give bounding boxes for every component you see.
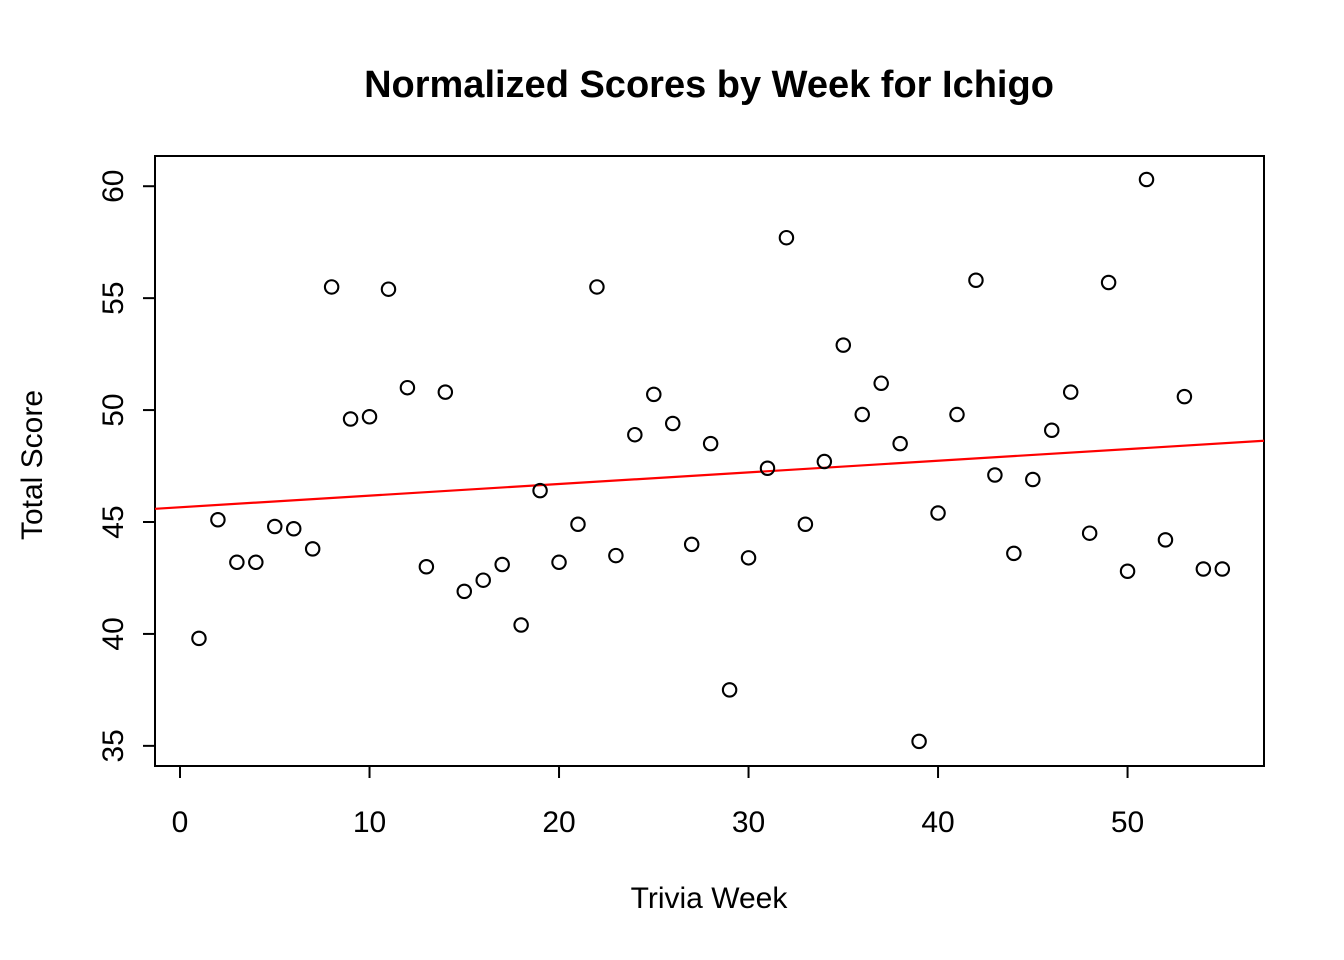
data-point — [418, 559, 435, 575]
data-point — [570, 516, 586, 532]
x-tick-label: 30 — [732, 806, 765, 839]
data-point — [532, 482, 548, 499]
x-tick-label: 50 — [1111, 806, 1144, 839]
x-axis-label: Trivia Week — [631, 882, 789, 915]
data-point — [1214, 561, 1231, 577]
data-point — [456, 583, 473, 600]
data-point — [816, 453, 833, 470]
data-point — [1138, 171, 1155, 188]
data-point — [1044, 422, 1060, 438]
data-point — [380, 281, 397, 297]
plot-border — [154, 155, 1265, 767]
data-point — [721, 682, 738, 698]
chart-title: Normalized Scores by Week for Ichigo — [364, 64, 1054, 106]
data-point — [702, 435, 719, 452]
data-point — [1081, 525, 1098, 541]
data-point — [1195, 561, 1212, 577]
data-point — [1176, 388, 1193, 405]
data-point — [854, 406, 870, 423]
data-point — [342, 411, 359, 427]
data-point — [1157, 532, 1174, 548]
y-tick-label: 45 — [97, 505, 130, 538]
x-axis-ticks: 0 10 20 30 40 50 — [172, 766, 1144, 839]
y-axis-label: Total Score — [16, 390, 49, 540]
data-point — [248, 554, 264, 571]
data-point — [949, 406, 965, 423]
data-point — [968, 272, 984, 288]
data-point — [911, 733, 927, 750]
data-point — [683, 536, 700, 553]
x-tick-label: 40 — [921, 806, 954, 839]
data-point — [627, 426, 643, 443]
data-point — [835, 337, 852, 353]
data-point — [873, 375, 889, 391]
data-point — [778, 229, 795, 246]
y-tick-label: 55 — [97, 281, 130, 314]
trend-line — [154, 439, 1265, 510]
data-point — [285, 520, 302, 537]
data-point — [1062, 384, 1079, 400]
data-point — [608, 547, 624, 564]
data-point — [304, 541, 321, 557]
y-tick-label: 40 — [97, 617, 130, 650]
data-point — [494, 556, 510, 573]
data-point — [664, 415, 681, 432]
data-point — [210, 512, 226, 528]
y-axis-ticks: 35 40 45 50 55 60 — [97, 170, 155, 763]
x-tick-label: 0 — [172, 806, 189, 839]
data-point — [759, 460, 776, 477]
data-point — [399, 379, 416, 396]
data-point — [361, 409, 378, 425]
data-point — [551, 554, 567, 571]
data-point — [191, 630, 207, 647]
data-point — [437, 384, 454, 400]
x-tick-label: 20 — [542, 806, 575, 839]
data-points — [191, 171, 1231, 750]
data-point — [892, 435, 908, 452]
data-point — [323, 279, 340, 295]
data-point — [797, 516, 814, 532]
data-point — [1006, 545, 1022, 562]
y-tick-label: 60 — [97, 170, 130, 203]
data-point — [589, 279, 605, 295]
x-tick-label: 10 — [353, 806, 386, 839]
data-point — [930, 505, 946, 521]
data-point — [267, 518, 283, 535]
data-point — [646, 386, 662, 403]
data-point — [1119, 563, 1136, 579]
data-point — [740, 550, 757, 566]
data-point — [513, 617, 529, 633]
y-tick-label: 35 — [97, 729, 130, 762]
data-point — [1025, 471, 1041, 488]
y-tick-label: 50 — [97, 393, 130, 426]
data-point — [475, 572, 491, 588]
data-point — [987, 467, 1003, 483]
data-point — [1100, 274, 1117, 291]
data-point — [229, 554, 245, 571]
